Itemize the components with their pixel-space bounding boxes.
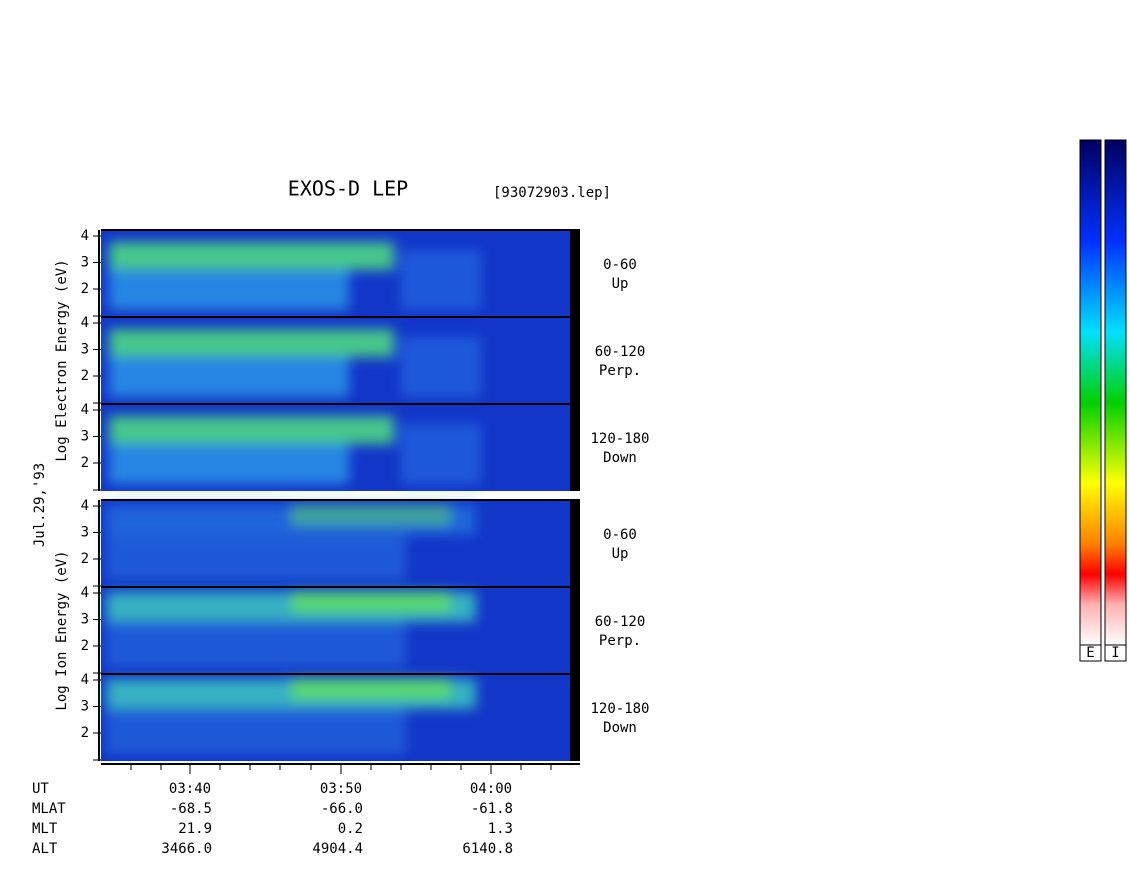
feature [109,329,394,357]
y-tick-label: 4 [81,672,89,688]
spectrogram-features [106,678,476,754]
spectrogram [101,499,580,587]
data-gap [570,674,580,761]
file-name: [93072903.lep] [493,185,611,201]
spectrogram [101,403,580,491]
feature [291,591,451,613]
spectrogram-features [109,242,481,310]
spectrograms: Log Electron Energy (eV) 2 3 4 0-60 Up 2 3 4 60-1… [54,228,650,761]
feature [106,535,406,580]
feature [106,622,406,667]
data-gap [570,404,580,491]
row-label: MLAT [32,801,66,817]
pitch-angle: 60-120 [595,614,646,630]
spectrogram-features [106,504,476,580]
row-label: MLT [32,821,58,837]
orbit-table: UT 03:40 03:50 04:00 MLAT -68.5 -66.0 -61.8 MLT 2… [32,781,513,857]
orbit-value: 4904.4 [312,841,363,857]
title: EXOS-D LEP [288,177,408,201]
y-tick-label: 4 [81,402,89,418]
y-tick-label: 2 [81,455,89,471]
y-tick-label: 3 [81,612,89,628]
data-gap [570,317,580,404]
orbit-value: -68.5 [170,801,212,817]
y-tick-label: 4 [81,585,89,601]
y-tick-label: 3 [81,429,89,445]
pitch-angle: 0-60 [603,527,637,543]
direction: Down [603,450,637,466]
pitch-angle: 120-180 [590,701,649,717]
feature [109,270,349,310]
row-label: ALT [32,841,58,857]
orbit-value: 21.9 [178,821,212,837]
spectrogram [101,229,580,317]
feature [291,678,451,700]
orbit-value: 6140.8 [462,841,513,857]
time-ticks [130,764,552,774]
time-label: 03:50 [320,781,362,797]
y-tick-label: 3 [81,342,89,358]
pitch-angle: 0-60 [603,257,637,273]
colorbar-box [1079,644,1102,662]
orbit-value: 1.3 [488,821,513,837]
spectrogram-features [109,329,481,397]
date: Jul.29,'93 [32,463,48,547]
colorbar-label: E [1086,645,1094,661]
y-tick-label: 2 [81,281,89,297]
time-label: 03:40 [169,781,211,797]
feature [401,424,481,484]
colorbar-box [1104,644,1127,662]
y-tick-label: 3 [81,525,89,541]
y-tick-label: 4 [81,315,89,331]
y-tick-label: 2 [81,638,89,654]
data-gap [570,587,580,674]
spectrogram-features [106,591,476,667]
row-label: UT [32,781,49,797]
pitch-angle: 60-120 [595,344,646,360]
spectrogram [101,586,580,674]
orbit-value: -66.0 [321,801,363,817]
data-gap [570,230,580,317]
data-gap [570,500,580,587]
direction: Up [612,276,629,292]
colorbar [1079,139,1102,646]
orbit-value: 3466.0 [161,841,212,857]
direction: Up [612,546,629,562]
spectrogram [101,673,580,761]
group-label: Log Electron Energy (eV) [54,259,70,461]
feature [109,357,349,397]
time-label: 04:00 [470,781,512,797]
y-tick-label: 3 [81,699,89,715]
feature [109,444,349,484]
orbit-value: -61.8 [471,801,513,817]
y-tick-label: 3 [81,255,89,271]
feature [401,250,481,310]
direction: Perp. [599,363,641,379]
direction: Down [603,720,637,736]
y-tick-label: 2 [81,368,89,384]
colorbar [1104,139,1127,646]
colorbar-label: I [1111,645,1119,661]
direction: Perp. [599,633,641,649]
y-tick-label: 2 [81,551,89,567]
spectrogram-features [109,416,481,484]
y-tick-label: 4 [81,498,89,514]
feature [401,337,481,397]
pitch-angle: 120-180 [590,431,649,447]
y-tick-label: 2 [81,725,89,741]
group-label: Log Ion Energy (eV) [54,550,70,710]
feature [291,504,451,526]
y-tick-label: 4 [81,228,89,244]
orbit-value: 0.2 [338,821,363,837]
spectrogram [101,316,580,404]
feature [109,242,394,270]
feature [109,416,394,444]
feature [106,709,406,754]
